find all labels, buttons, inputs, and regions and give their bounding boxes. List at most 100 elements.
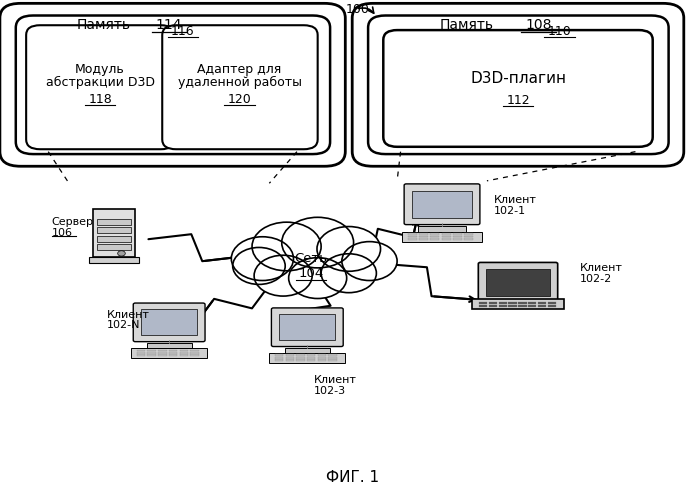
Bar [275,355,283,356]
Bar [329,359,337,361]
Bar [528,305,536,307]
Bar [137,350,145,352]
Bar [329,357,337,358]
Text: Клиент: Клиент [580,263,623,273]
Bar [307,355,315,356]
Bar [538,302,547,304]
Circle shape [317,226,380,272]
Bar [431,236,440,238]
Bar [180,352,188,354]
Bar [275,357,283,358]
Bar [479,305,487,307]
Bar [284,348,330,353]
Bar [464,236,473,238]
Bar [190,355,199,356]
Bar [318,359,326,361]
Bar [180,350,188,352]
Bar [548,302,556,304]
FancyBboxPatch shape [131,348,207,358]
Bar [96,227,131,233]
FancyBboxPatch shape [472,299,564,309]
Bar [307,357,315,358]
Bar [418,226,466,232]
Bar [190,352,199,354]
Text: 102-1: 102-1 [493,206,526,216]
Bar [431,238,440,240]
Text: 106: 106 [52,228,73,238]
Bar [147,343,192,348]
Bar [318,355,326,356]
Bar [96,236,131,242]
Text: абстракции D3D: абстракции D3D [45,76,154,89]
Text: Модуль: Модуль [75,63,125,77]
FancyBboxPatch shape [404,184,480,224]
Circle shape [282,218,354,268]
Text: 120: 120 [228,93,252,106]
FancyBboxPatch shape [383,30,653,147]
Bar [147,355,156,356]
Text: удаленной работы: удаленной работы [178,76,301,89]
FancyBboxPatch shape [93,209,135,257]
FancyBboxPatch shape [402,232,482,242]
FancyBboxPatch shape [478,262,558,301]
Bar [453,236,462,238]
Bar [442,236,451,238]
Circle shape [342,242,397,280]
Bar [442,238,451,240]
Text: 118: 118 [88,93,112,106]
Text: 110: 110 [547,25,571,38]
FancyBboxPatch shape [162,25,317,149]
Text: Клиент: Клиент [107,309,150,320]
Text: ФИГ. 1: ФИГ. 1 [326,470,379,485]
Text: 108: 108 [526,18,552,32]
Bar [318,357,326,358]
Circle shape [289,258,347,299]
Bar [141,309,197,335]
Bar [286,357,294,358]
Bar [180,355,188,356]
Bar [286,355,294,356]
Text: Память: Память [439,18,493,32]
Bar [508,305,517,307]
Bar [89,257,138,263]
Bar [479,302,487,304]
FancyBboxPatch shape [271,308,343,347]
Bar [431,233,440,235]
FancyBboxPatch shape [26,25,175,149]
Bar [296,359,305,361]
Bar [538,305,547,307]
Bar [408,238,417,240]
Text: Сервер: Сервер [52,217,94,227]
Bar [307,359,315,361]
Bar [498,302,507,304]
Bar [329,355,337,356]
FancyBboxPatch shape [368,16,669,154]
Bar [296,355,305,356]
Bar [412,191,472,218]
Bar [147,352,156,354]
Text: 116: 116 [171,25,195,38]
Bar [296,357,305,358]
Bar [147,350,156,352]
Circle shape [321,254,376,293]
Bar [137,352,145,354]
Bar [464,238,473,240]
Bar [96,245,131,250]
Bar [286,359,294,361]
Bar [548,305,556,307]
Circle shape [252,222,321,271]
Bar [489,302,497,304]
Bar [419,236,428,238]
Bar [519,302,526,304]
Text: D3D-плагин: D3D-плагин [470,71,566,86]
Text: 100: 100 [345,2,369,16]
FancyBboxPatch shape [269,353,345,363]
Bar [486,269,551,297]
FancyBboxPatch shape [134,303,205,342]
Bar [169,350,178,352]
Text: 102-N: 102-N [107,320,140,330]
Circle shape [254,255,312,296]
Text: 104: 104 [298,267,324,280]
Text: Клиент: Клиент [315,375,357,385]
Bar [158,352,166,354]
